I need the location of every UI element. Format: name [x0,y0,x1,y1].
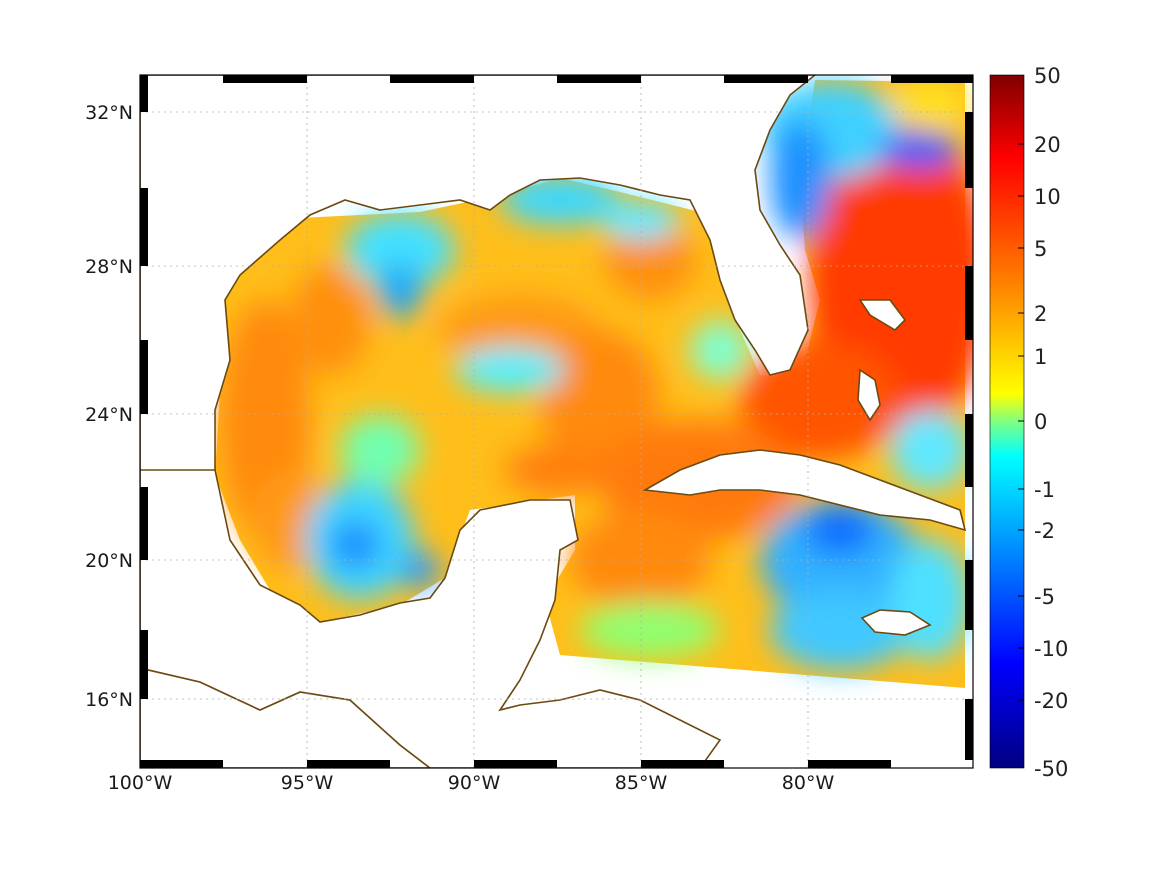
lon-label: 100°W [108,772,173,794]
colorbar: 50 20 10 5 2 1 0 -1 -2 -5 -10 -20 -50 [989,64,1068,781]
ocean-data-field [215,80,973,688]
colorbar-tick-label: -5 [1034,585,1055,609]
lat-label: 16°N [85,689,133,711]
us-land [140,75,817,471]
colorbar-tick-label: -10 [1034,637,1068,661]
colorbar-tick-label: 20 [1034,133,1061,157]
jamaica-land [860,609,932,636]
lon-label: 80°W [782,772,835,794]
colorbar-tick-label: 5 [1034,237,1047,261]
colorbar-tick-label: 2 [1034,302,1047,326]
latitude-labels: 32°N 28°N 24°N 20°N 16°N [85,102,133,711]
lon-label: 95°W [281,772,334,794]
bahamas-land [857,368,881,422]
map-frame [139,74,974,769]
longitude-labels: 100°W 95°W 90°W 85°W 80°W [108,772,835,794]
colorbar-tick-label: 10 [1034,185,1061,209]
colorbar-tick-label: 0 [1034,410,1047,434]
lat-label: 28°N [85,256,133,278]
bahamas-land-2 [858,299,907,332]
graticule [140,75,973,768]
yucatan-land [140,75,722,768]
land-masses [140,75,967,768]
colorbar-tick-label: 1 [1034,345,1047,369]
lon-label: 90°W [448,772,501,794]
lon-label: 85°W [615,772,668,794]
lat-label: 32°N [85,102,133,124]
cuba-land [642,449,967,532]
colorbar-tick-label: -20 [1034,689,1068,713]
lat-label: 20°N [85,550,133,572]
colorbar-tick-label: 50 [1034,64,1061,88]
colorbar-tick-label: -1 [1034,478,1055,502]
lat-label: 24°N [85,404,133,426]
colorbar-tick-label: -2 [1034,519,1055,543]
colorbar-tick-label: -50 [1034,757,1068,781]
